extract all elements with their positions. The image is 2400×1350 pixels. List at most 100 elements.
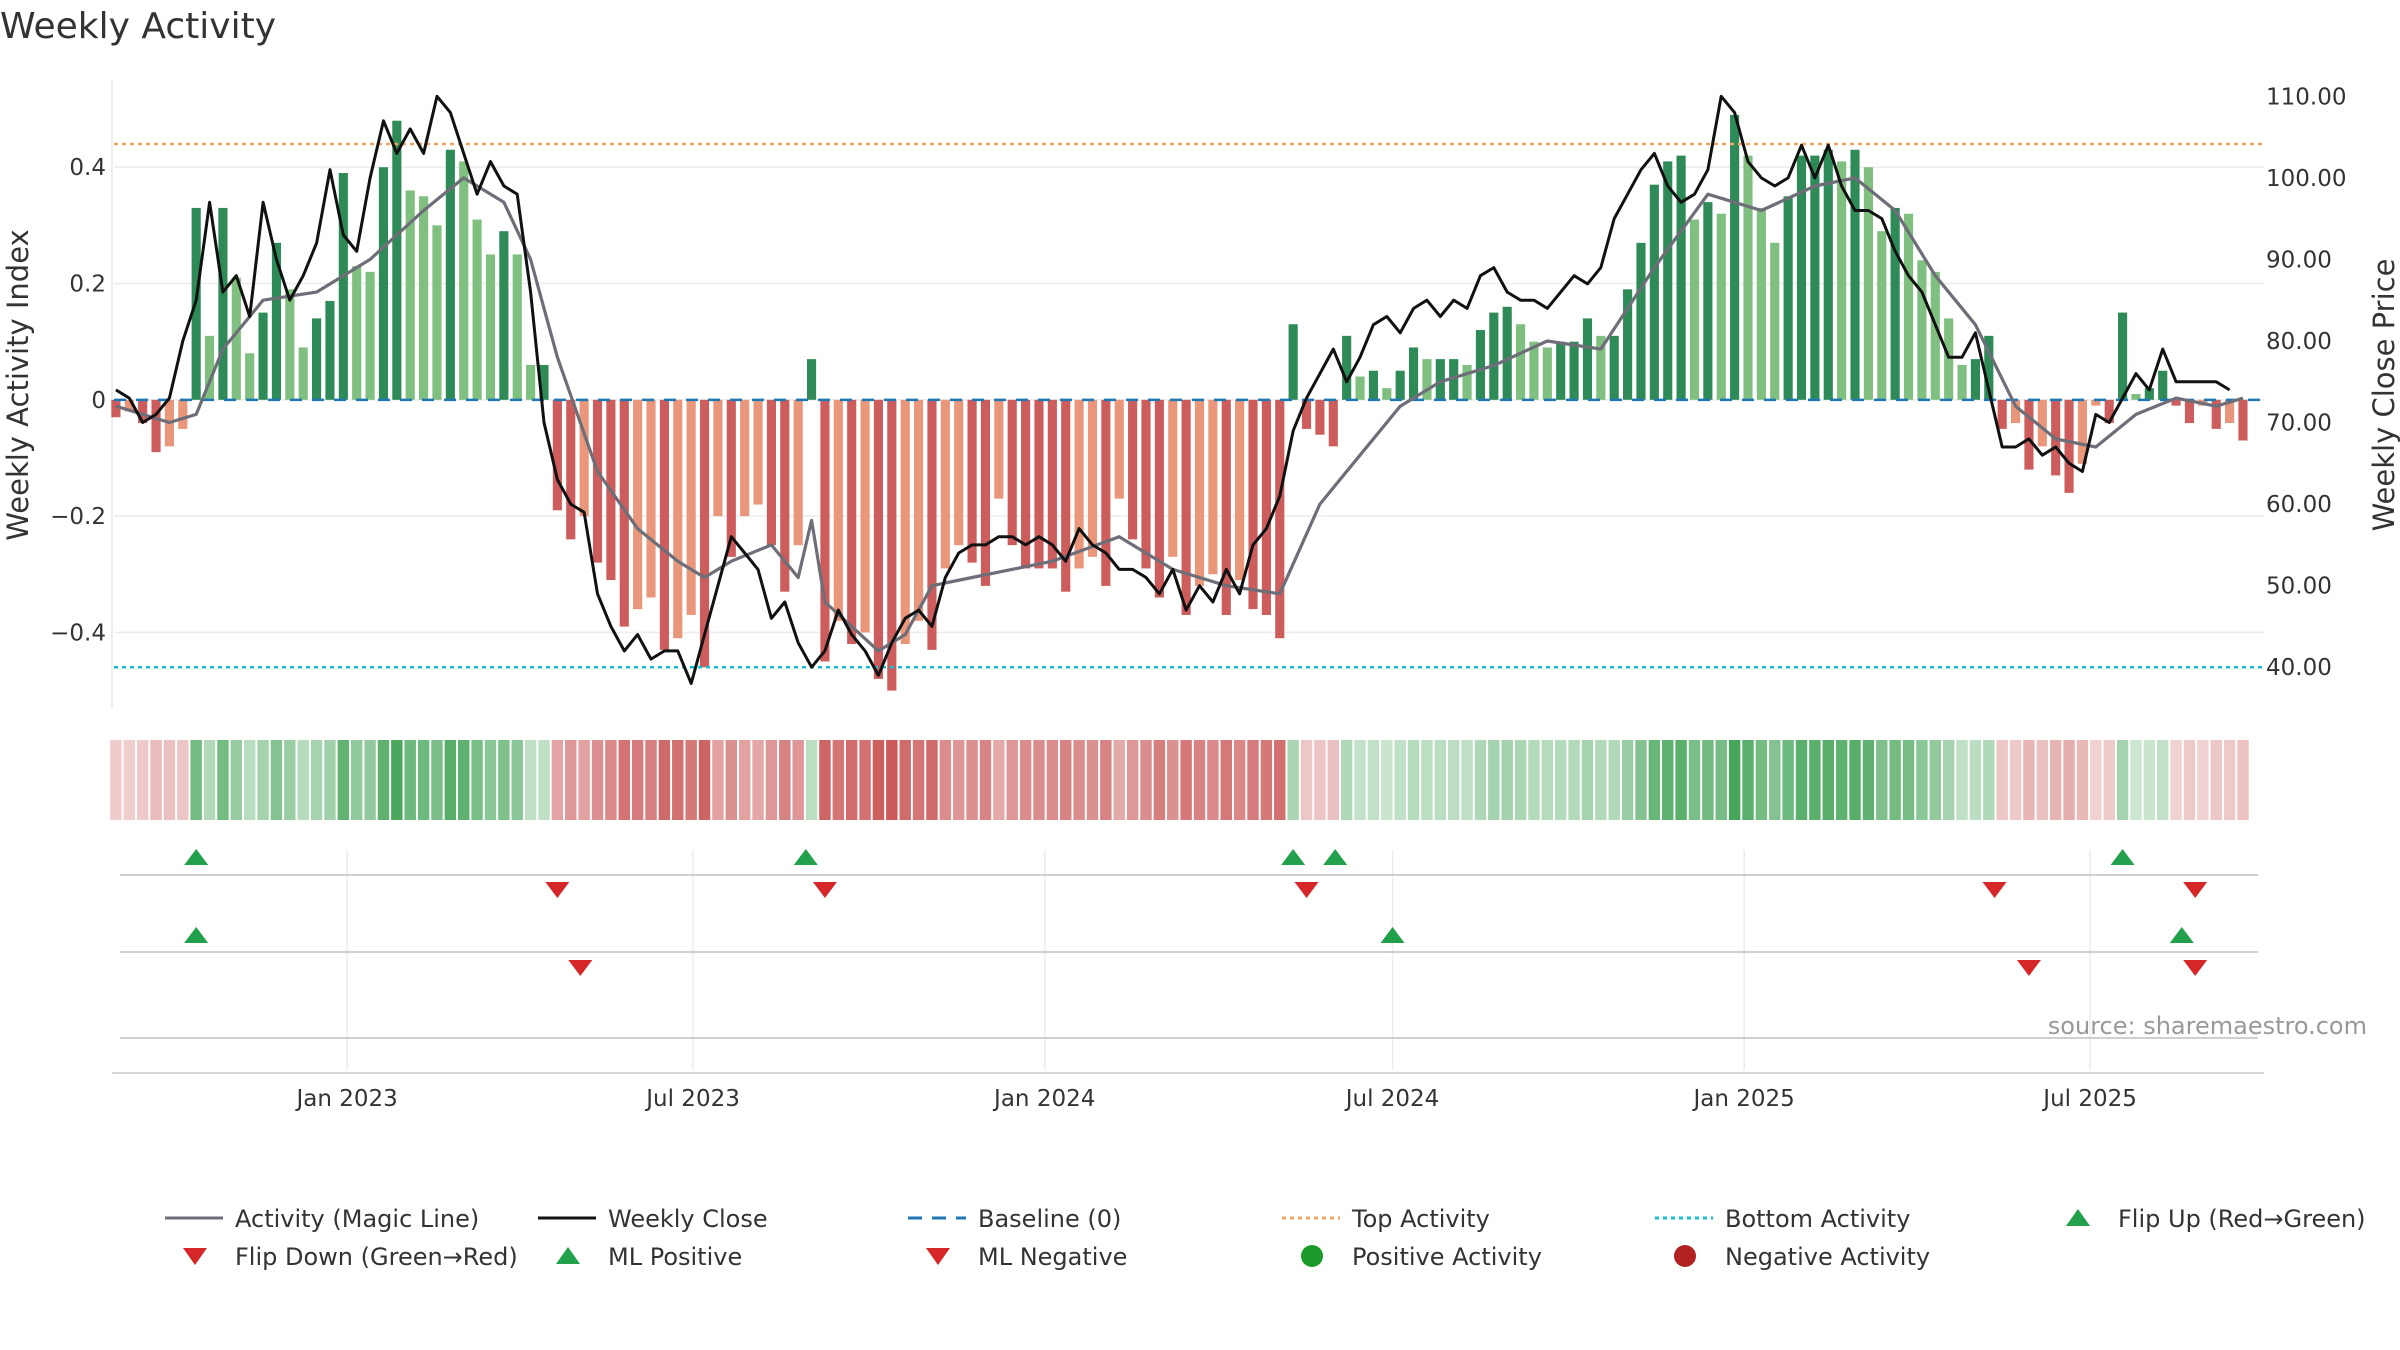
activity-bar [860, 399, 870, 633]
y-tick-label-left: −0.2 [50, 504, 106, 530]
activity-bar [994, 399, 1004, 499]
heat-strip-cell [257, 740, 269, 820]
legend: Activity (Magic Line) Weekly Close Baselin… [165, 1205, 2366, 1271]
activity-bar [512, 254, 522, 400]
heat-strip-cell [484, 740, 497, 820]
activity-bar [1408, 347, 1419, 400]
activity-bar [1382, 388, 1392, 400]
heat-strip-cell [1100, 740, 1112, 820]
activity-bar [1275, 399, 1285, 639]
activity-bar [579, 399, 589, 517]
heat-strip-cell [511, 740, 523, 820]
activity-bar [2144, 388, 2154, 400]
flip-up-marker [1281, 849, 1306, 865]
heat-strip-cell [1715, 740, 1727, 820]
heat-strip-cell [2223, 740, 2236, 820]
heat-strip-cell [1233, 740, 1246, 820]
heat-strip-cell [310, 740, 323, 820]
heat-strip-cell [203, 740, 216, 820]
heat-strip-cell [1889, 740, 1901, 820]
heat-strip-cell [1140, 740, 1152, 820]
activity-bar [218, 207, 228, 400]
activity-bar [1288, 324, 1298, 400]
legend-swatch-dot [1301, 1245, 1323, 1267]
weekly-close-series [115, 94, 2231, 685]
heat-strip-cell [150, 740, 162, 820]
heat-strip-cell [1421, 740, 1433, 820]
activity-bar [1984, 335, 1994, 400]
activity-bar [753, 399, 763, 505]
activity-bar [1475, 330, 1486, 400]
heat-strip-cell [377, 740, 390, 820]
heat-strip-cell [845, 740, 858, 820]
heat-strip-cell [110, 740, 122, 820]
heat-strip-cell [1528, 740, 1540, 820]
activity-bar [178, 399, 188, 429]
ml-negative-marker [568, 960, 593, 976]
activity-bar [2158, 370, 2168, 400]
activity-bar [887, 399, 897, 691]
y-tick-label-right: 70.00 [2266, 411, 2332, 437]
heat-strip-cell [966, 740, 978, 820]
heat-strip-cell [1461, 740, 1473, 820]
heat-strip-cell [738, 740, 751, 820]
heat-strip-cell [123, 740, 136, 820]
heat-strip-cell [177, 740, 189, 820]
heat-strip-cell [1167, 740, 1179, 820]
activity-bar [1502, 306, 1512, 400]
activity-bar [2238, 399, 2248, 441]
x-tick-label: Jul 2024 [1344, 1086, 1440, 1112]
activity-bar [673, 399, 683, 639]
activity-bar [432, 225, 442, 400]
heat-strip-cell [1113, 740, 1125, 820]
activity-bar [2211, 399, 2221, 429]
heat-strip-cell [350, 740, 363, 820]
activity-bar [954, 399, 964, 546]
activity-bar [258, 312, 268, 400]
activity-bar [566, 399, 576, 540]
heat-strip-cell [658, 740, 671, 820]
heat-strip-cell [1501, 740, 1513, 820]
ml-negative-marker [2183, 960, 2208, 976]
flip-up-marker [793, 849, 818, 865]
activity-bar [646, 399, 656, 598]
y-tick-label-right: 90.00 [2266, 247, 2332, 273]
heat-strip-cell [297, 740, 309, 820]
heat-strip-cell [765, 740, 778, 820]
heat-strip-cell [1795, 740, 1808, 820]
activity-bar [619, 399, 629, 627]
heat-strip-cell [1742, 740, 1754, 820]
heat-strip-cell [1635, 740, 1647, 820]
heat-strip-cell [1193, 740, 1206, 820]
flip-down-marker [2183, 882, 2208, 898]
activity-bar [900, 399, 910, 645]
y-tick-label-right: 50.00 [2266, 574, 2332, 600]
activity-bar [940, 399, 950, 569]
heat-strip-cell [1969, 740, 1982, 820]
x-tick-label: Jul 2025 [2041, 1086, 2137, 1112]
heat-strip-cell [431, 740, 443, 820]
heat-strip-cell [1381, 740, 1393, 820]
heat-strip-cell [1929, 740, 1942, 820]
activity-bar [445, 149, 455, 400]
x-tick-label: Jul 2023 [644, 1086, 740, 1112]
heat-strip-cell [565, 740, 577, 820]
heat-strip-cell [1688, 740, 1701, 820]
heat-strip-cell [1595, 740, 1607, 820]
heat-strip-cell [1274, 740, 1286, 820]
heat-strip-cell [364, 740, 376, 820]
activity-bar [766, 399, 776, 546]
activity-bar [1007, 399, 1017, 546]
heat-strip-cell [2210, 740, 2222, 820]
activity-bar [485, 254, 496, 400]
heat-strip-cell [217, 740, 229, 820]
activity-bar [325, 300, 335, 400]
activity-bar [592, 399, 603, 563]
heat-strip-cell [1354, 740, 1366, 820]
ml-positive-marker [184, 927, 209, 943]
x-tick-label: Jan 2024 [992, 1086, 1095, 1112]
heat-strip-cell [1287, 740, 1299, 820]
heat-strip-cell [1862, 740, 1875, 820]
activity-bar [659, 399, 669, 650]
activity-bar [806, 359, 817, 400]
